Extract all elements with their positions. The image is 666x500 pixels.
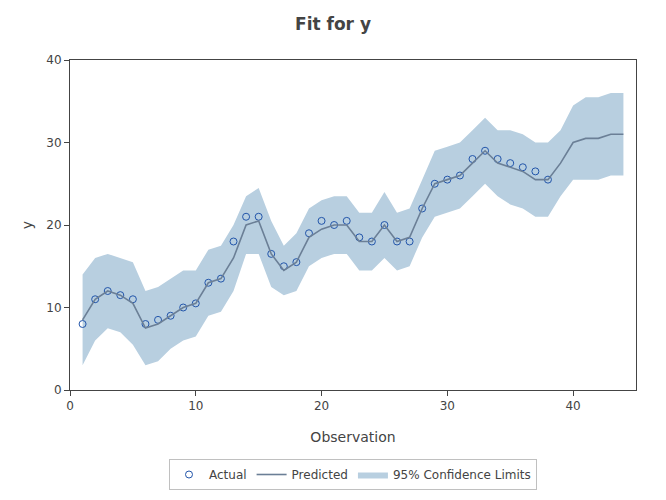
svg-text:20: 20	[314, 399, 329, 413]
svg-text:20: 20	[46, 218, 61, 232]
svg-text:0: 0	[54, 383, 62, 397]
svg-text:40: 40	[565, 399, 580, 413]
svg-text:30: 30	[440, 399, 455, 413]
svg-text:Fit for y: Fit for y	[295, 14, 371, 34]
svg-text:40: 40	[46, 53, 61, 67]
svg-text:Actual: Actual	[209, 468, 247, 482]
svg-text:Observation: Observation	[310, 429, 395, 445]
svg-text:Predicted: Predicted	[292, 468, 348, 482]
svg-text:10: 10	[188, 399, 203, 413]
svg-text:0: 0	[66, 399, 74, 413]
svg-text:10: 10	[46, 301, 61, 315]
svg-text:y: y	[19, 221, 35, 229]
svg-text:95% Confidence Limits: 95% Confidence Limits	[393, 468, 531, 482]
svg-text:30: 30	[46, 136, 61, 150]
